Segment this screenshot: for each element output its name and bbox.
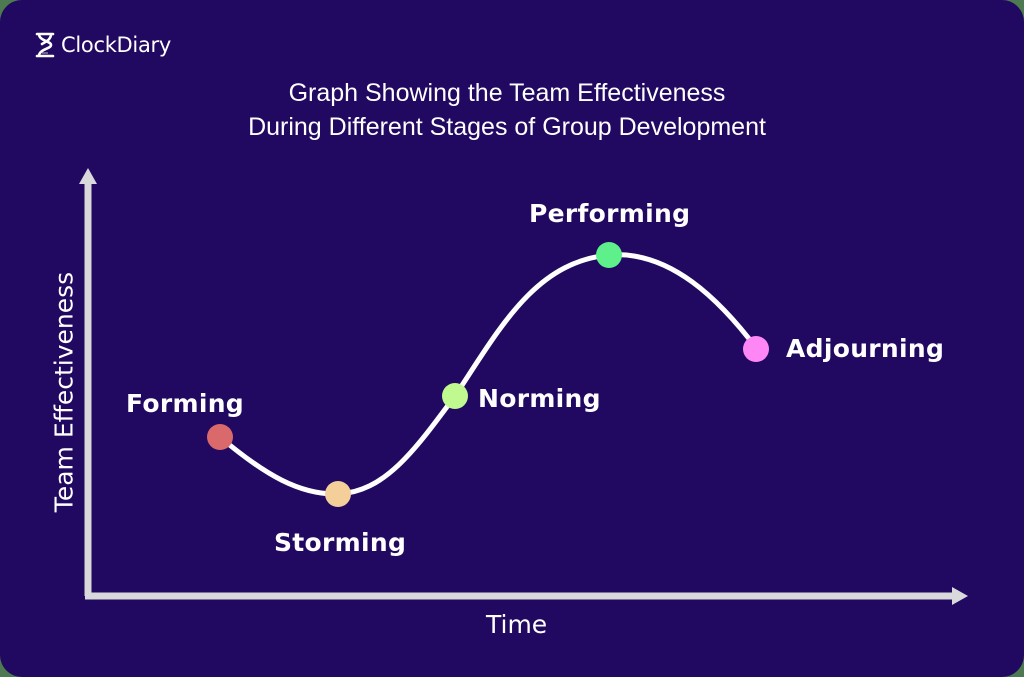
point-performing — [596, 242, 622, 268]
label-storming: Storming — [274, 528, 407, 557]
x-axis-arrow-icon — [952, 587, 968, 605]
effectiveness-curve — [217, 252, 760, 497]
brand-name: ClockDiary — [61, 33, 171, 57]
point-norming — [442, 383, 468, 409]
label-forming: Forming — [126, 389, 244, 418]
chart-title: Graph Showing the Team Effectiveness Dur… — [0, 76, 1014, 144]
hourglass-icon — [35, 32, 55, 58]
y-axis-arrow-icon — [79, 168, 97, 184]
label-performing: Performing — [529, 199, 691, 228]
label-norming: Norming — [478, 384, 601, 413]
brand-logo: ClockDiary — [34, 32, 171, 58]
point-forming — [207, 424, 233, 450]
y-axis-label: Team Effectiveness — [49, 271, 79, 513]
chart-title-line-2: During Different Stages of Group Develop… — [248, 113, 766, 141]
point-adjourning — [743, 336, 769, 362]
axes — [79, 168, 968, 605]
x-axis-label: Time — [486, 610, 548, 639]
chart-title-line-1: Graph Showing the Team Effectiveness — [288, 79, 726, 107]
label-adjourning: Adjourning — [786, 334, 945, 363]
point-storming — [325, 481, 351, 507]
